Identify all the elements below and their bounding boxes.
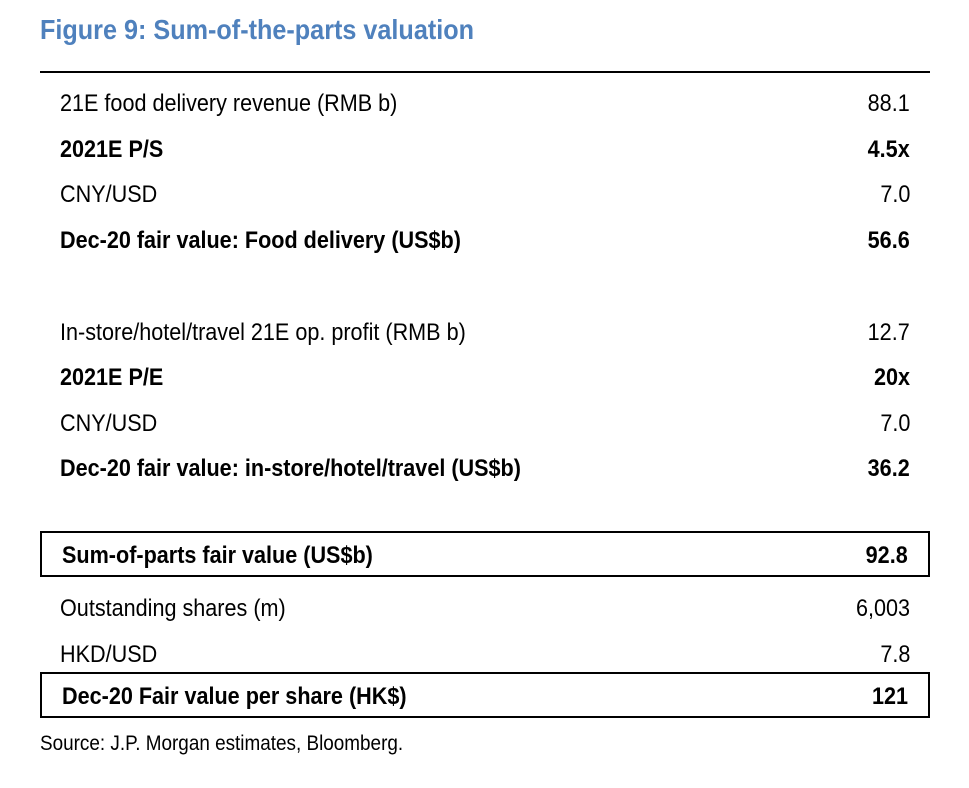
row-label: CNY/USD <box>60 181 158 208</box>
row-value: 7.0 <box>879 410 910 437</box>
row-label: 2021E P/S <box>60 136 164 163</box>
table-row-sum-of-parts-fair-value: Sum-of-parts fair value (US$b) 92.8 <box>40 531 930 577</box>
row-value: 7.0 <box>879 181 910 208</box>
table-row-food-delivery-fair-value: Dec-20 fair value: Food delivery (US$b) … <box>40 217 930 263</box>
row-label: 21E food delivery revenue (RMB b) <box>60 90 398 117</box>
table-row-pe-multiple: 2021E P/E 20x <box>40 354 930 400</box>
table-row-fair-value-per-share: Dec-20 Fair value per share (HK$) 121 <box>40 672 930 718</box>
row-value: 12.7 <box>867 319 910 346</box>
table-row-instore-op-profit: In-store/hotel/travel 21E op. profit (RM… <box>40 309 930 355</box>
row-value: 56.6 <box>867 227 910 254</box>
row-value: 92.8 <box>865 542 908 569</box>
table-row-cny-usd-2: CNY/USD 7.0 <box>40 400 930 446</box>
row-label: HKD/USD <box>60 641 158 668</box>
row-label: CNY/USD <box>60 410 158 437</box>
row-value: 20x <box>873 364 910 391</box>
table-row-food-delivery-revenue: 21E food delivery revenue (RMB b) 88.1 <box>40 80 930 126</box>
row-label: 2021E P/E <box>60 364 164 391</box>
row-value: 36.2 <box>867 455 910 482</box>
row-value: 121 <box>871 683 908 710</box>
figure-title: Figure 9: Sum-of-the-parts valuation <box>40 14 475 45</box>
table-row-ps-multiple: 2021E P/S 4.5x <box>40 126 930 172</box>
row-value: 88.1 <box>867 90 910 117</box>
table-row-instore-fair-value: Dec-20 fair value: in-store/hotel/travel… <box>40 445 930 491</box>
table-row-cny-usd-1: CNY/USD 7.0 <box>40 171 930 217</box>
row-value: 7.8 <box>879 641 910 668</box>
row-value: 4.5x <box>867 136 910 163</box>
table-row-hkd-usd: HKD/USD 7.8 <box>40 631 930 677</box>
row-label: Sum-of-parts fair value (US$b) <box>62 542 373 569</box>
source-note: Source: J.P. Morgan estimates, Bloomberg… <box>40 732 404 755</box>
table-row-outstanding-shares: Outstanding shares (m) 6,003 <box>40 585 930 631</box>
row-label: Dec-20 fair value: Food delivery (US$b) <box>60 227 461 254</box>
row-label: Dec-20 fair value: in-store/hotel/travel… <box>60 455 521 482</box>
row-label: Outstanding shares (m) <box>60 595 286 622</box>
table-top-rule <box>40 71 930 73</box>
row-label: Dec-20 Fair value per share (HK$) <box>62 683 407 710</box>
row-value: 6,003 <box>855 595 910 622</box>
row-label: In-store/hotel/travel 21E op. profit (RM… <box>60 319 466 346</box>
